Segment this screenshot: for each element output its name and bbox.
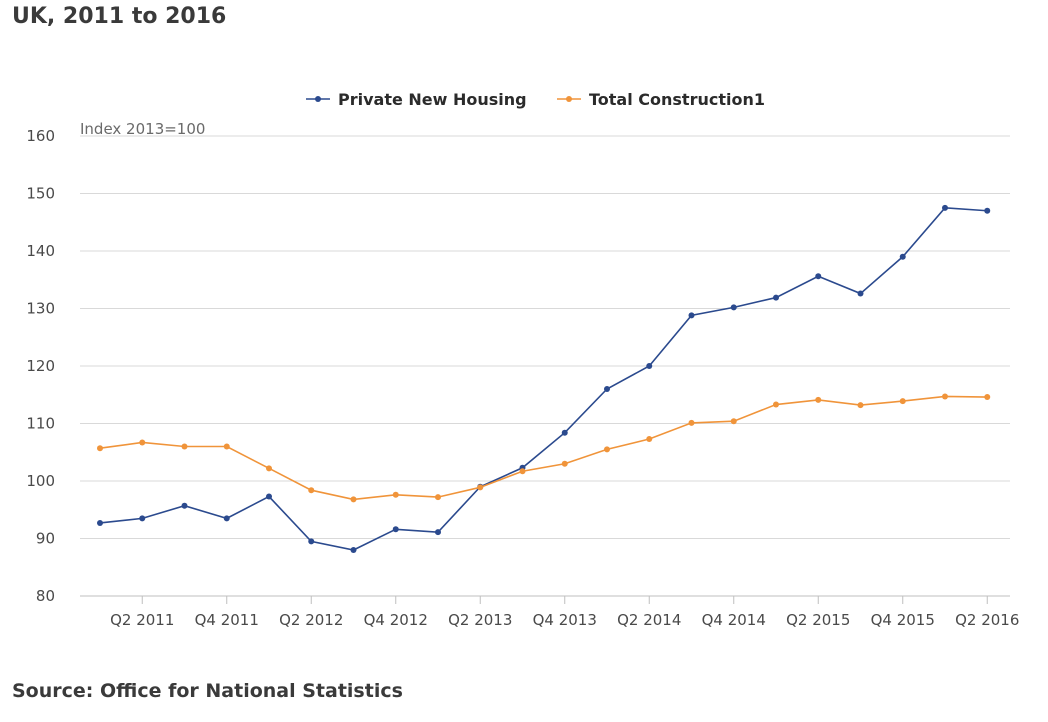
y-tick-label: 80 [36,587,55,605]
data-point [181,502,188,509]
x-tick-label: Q2 2013 [448,611,512,629]
y-axis-unit-label: Index 2013=100 [80,120,205,138]
data-point [392,526,399,533]
legend-label: Private New Housing [338,90,527,109]
data-point [223,443,230,450]
data-point [815,396,822,403]
x-tick-label: Q4 2015 [871,611,935,629]
x-tick-label: Q4 2013 [533,611,597,629]
x-tick-label: Q4 2012 [364,611,428,629]
data-point [266,493,272,500]
data-point [97,445,103,452]
data-point [350,496,357,503]
x-tick-label: Q2 2014 [617,611,681,629]
y-tick-label: 140 [26,242,55,260]
data-point [139,515,146,522]
legend-swatch-marker [315,96,321,102]
x-tick-label: Q2 2016 [955,611,1019,629]
data-point [97,519,103,526]
y-tick-label: 150 [26,185,55,203]
data-point [435,529,441,536]
data-point [857,290,864,297]
y-tick-label: 100 [26,472,55,490]
data-point [899,253,906,260]
data-point [815,273,822,280]
data-point [604,386,610,392]
data-point [899,398,906,405]
x-tick-label: Q2 2011 [110,611,174,629]
data-point [942,393,948,400]
data-point [308,487,315,494]
data-point [350,547,357,553]
chart-title: UK, 2011 to 2016 [12,4,227,29]
x-tick-label: Q4 2011 [195,611,259,629]
y-tick-label: 110 [26,415,55,433]
data-point [308,538,315,545]
data-point [857,402,864,409]
x-tick-label: Q4 2014 [702,611,766,629]
data-point [139,439,146,446]
series-line-0 [99,207,988,551]
data-point [604,446,610,453]
data-point [181,443,188,450]
y-axis-ticks: 80 90 100 110 120 130 140 150 160 [26,127,55,605]
data-point [223,515,230,522]
x-tick-label: Q2 2012 [279,611,343,629]
legend: Private New Housing Total Construction1 [306,90,765,109]
data-point [561,429,568,436]
data-point [266,465,272,472]
data-point [392,491,399,498]
data-point [773,294,779,301]
gridlines [80,135,1010,597]
data-point [730,418,737,425]
y-tick-label: 160 [26,127,55,145]
data-point [646,436,653,443]
data-point [519,468,526,475]
data-point [688,312,695,319]
y-tick-label: 130 [26,300,55,318]
series-lines [97,204,991,553]
y-tick-label: 120 [26,357,55,375]
data-point [561,460,568,467]
data-point [942,204,948,211]
x-tick-label: Q2 2015 [786,611,850,629]
y-tick-label: 90 [36,530,55,548]
data-point [477,484,484,491]
data-point [984,394,991,401]
data-point [730,304,737,311]
source-note: Source: Office for National Statistics [12,680,403,702]
data-point [435,494,441,501]
data-point [688,419,695,426]
legend-swatch-marker [566,96,572,102]
data-point [646,363,653,369]
x-axis: Q2 2011 Q4 2011 Q2 2012 Q4 2012 Q2 2013 Q4 20… [110,596,1019,629]
data-point [773,401,779,408]
data-point [984,207,991,214]
series-line-1 [99,395,988,501]
legend-label: Total Construction1 [589,90,765,109]
